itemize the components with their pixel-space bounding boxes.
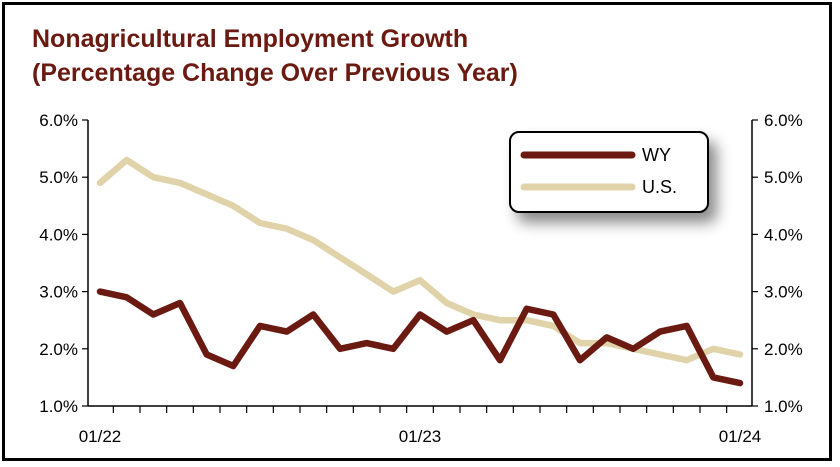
x-tick-label: 01/24 [719, 427, 762, 446]
y-tick-label-right: 6.0% [764, 111, 803, 130]
chart-title: Nonagricultural Employment Growth (Perce… [32, 22, 518, 90]
y-axis-labels-left: 6.0% 5.0% 4.0% 3.0% 2.0% 1.0% [39, 111, 78, 416]
x-axis-labels: 01/22 01/23 01/24 [79, 427, 762, 446]
chart-frame [2, 2, 832, 461]
y-tick-label-left: 4.0% [39, 225, 78, 244]
y-tick-label-right: 1.0% [764, 397, 803, 416]
y-axis-ticks [82, 119, 758, 407]
legend: WY U.S. [509, 131, 709, 213]
axes [87, 120, 753, 407]
legend-label-wy: WY [642, 145, 671, 165]
legend-label-us: U.S. [642, 177, 677, 197]
y-tick-label-left: 1.0% [39, 397, 78, 416]
series-lines [96, 156, 744, 387]
y-tick-label-left: 6.0% [39, 111, 78, 130]
y-tick-label-left: 3.0% [39, 283, 78, 302]
y-tick-label-right: 5.0% [764, 168, 803, 187]
y-tick-label-right: 3.0% [764, 283, 803, 302]
x-tick-label: 01/22 [79, 427, 122, 446]
x-tick-label: 01/23 [399, 427, 442, 446]
subtitle-line: (Percentage Change Over Previous Year) [32, 59, 518, 87]
y-tick-label-right: 2.0% [764, 340, 803, 359]
y-tick-label-right: 4.0% [764, 225, 803, 244]
x-axis-ticks [112, 406, 728, 413]
y-tick-label-left: 2.0% [39, 340, 78, 359]
y-tick-label-left: 5.0% [39, 168, 78, 187]
legend-box [509, 131, 709, 213]
title-line: Nonagricultural Employment Growth [32, 25, 469, 53]
y-axis-labels-right: 6.0% 5.0% 4.0% 3.0% 2.0% 1.0% [764, 111, 803, 416]
series-line-wy [96, 288, 744, 387]
